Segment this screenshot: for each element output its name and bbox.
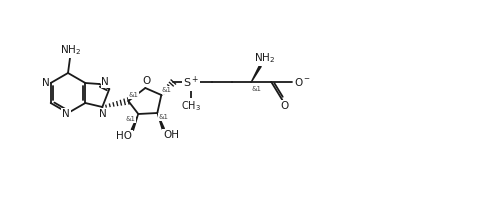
- Text: S$^+$: S$^+$: [183, 74, 200, 90]
- Polygon shape: [132, 114, 138, 130]
- Text: NH$_2$: NH$_2$: [254, 51, 275, 65]
- Text: N: N: [102, 77, 109, 87]
- Text: O$^-$: O$^-$: [294, 76, 311, 88]
- Text: &1: &1: [126, 116, 136, 122]
- Text: OH: OH: [164, 130, 180, 140]
- Text: &1: &1: [158, 114, 168, 120]
- Text: NH$_2$: NH$_2$: [60, 43, 82, 57]
- Text: O: O: [280, 101, 288, 111]
- Text: CH$_3$: CH$_3$: [182, 99, 202, 113]
- Text: O: O: [142, 76, 150, 86]
- Text: &1: &1: [128, 92, 138, 98]
- Polygon shape: [252, 66, 261, 82]
- Text: N: N: [42, 78, 50, 88]
- Text: HO: HO: [116, 131, 132, 141]
- Polygon shape: [158, 113, 164, 129]
- Text: &1: &1: [162, 87, 172, 93]
- Text: N: N: [62, 109, 70, 119]
- Text: &1: &1: [252, 86, 262, 92]
- Text: N: N: [100, 109, 107, 119]
